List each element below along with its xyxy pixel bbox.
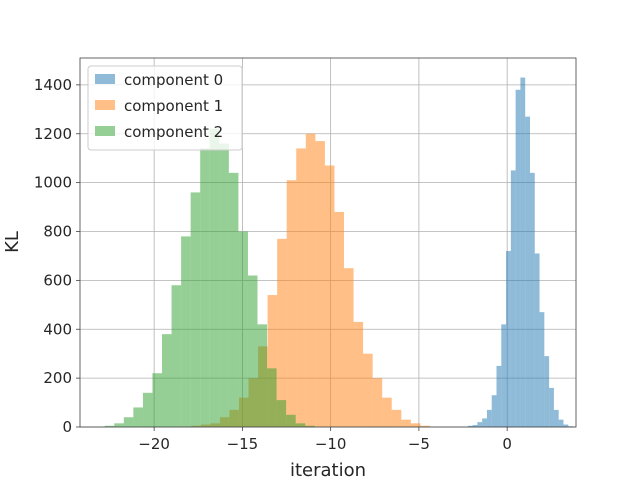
- plot-frame: [79, 57, 577, 428]
- histogram-bar: [506, 251, 511, 427]
- histogram-bar: [267, 368, 277, 427]
- histogram-bar: [190, 192, 201, 427]
- histogram-bar: [276, 400, 287, 427]
- histogram-bar: [334, 211, 344, 427]
- x-tick-label: 0: [502, 435, 512, 453]
- y-tick-label: 800: [43, 223, 72, 241]
- histogram-bar: [114, 423, 124, 427]
- histogram-bar: [529, 172, 535, 427]
- legend-label-component-2: component 2: [124, 123, 223, 141]
- histogram-bars: [104, 77, 574, 428]
- histogram-bar: [219, 143, 229, 428]
- y-tick-label: 1200: [34, 125, 72, 143]
- x-tick-label: −10: [315, 435, 347, 453]
- histogram-bar: [501, 324, 507, 427]
- y-tick-label: 0: [62, 418, 72, 436]
- histogram-bar: [200, 148, 210, 427]
- histogram-bar: [238, 231, 248, 427]
- legend-box: [87, 65, 243, 151]
- series-2-bars: [104, 128, 315, 428]
- histogram-bar: [491, 395, 497, 427]
- histogram-bar: [286, 414, 296, 427]
- y-axis-label: KL: [2, 231, 23, 253]
- histogram-bar: [482, 418, 487, 427]
- histogram-bar: [104, 425, 115, 427]
- histogram-bar: [515, 89, 521, 427]
- y-axis-ticks: 0 200 400 600 800 1000 1200 1400: [34, 76, 80, 436]
- legend-label-component-0: component 0: [124, 71, 223, 89]
- histogram-bar: [563, 424, 569, 427]
- histogram-bar: [534, 253, 540, 427]
- histogram-bar: [247, 275, 258, 427]
- histogram-bar: [549, 387, 554, 427]
- histogram-bar: [152, 373, 163, 427]
- legend-swatch-component-1: [95, 100, 115, 110]
- legend: component 0 component 1 component 2: [87, 65, 243, 151]
- series-1-bars: [191, 133, 440, 427]
- histogram-bar: [324, 165, 335, 427]
- histogram-bar: [382, 397, 392, 427]
- legend-label-component-1: component 1: [124, 97, 223, 115]
- histogram-bar: [477, 422, 483, 427]
- histogram-bar: [472, 425, 478, 427]
- histogram-bar: [257, 324, 268, 427]
- histogram-bar: [142, 392, 153, 427]
- legend-swatch-component-2: [95, 126, 115, 136]
- histogram-bar: [420, 425, 430, 427]
- histogram-bar: [286, 180, 297, 427]
- histogram-bar: [343, 268, 354, 427]
- histogram-bar: [171, 285, 182, 427]
- histogram-bar: [520, 77, 526, 427]
- histogram-bar: [181, 236, 191, 427]
- histogram-bar: [305, 425, 315, 427]
- histogram-bar: [315, 141, 325, 427]
- histogram-bar: [496, 365, 502, 427]
- histogram-bar: [296, 148, 306, 427]
- histogram-bar: [228, 172, 239, 427]
- x-tick-label: −5: [408, 435, 430, 453]
- histogram-bar: [277, 238, 287, 427]
- x-tick-label: −20: [138, 435, 170, 453]
- histogram-bar: [372, 378, 383, 427]
- y-tick-label: 1400: [34, 76, 72, 94]
- histogram-bar: [209, 128, 220, 427]
- series-0-bars: [467, 77, 574, 428]
- histogram-bar: [539, 312, 545, 427]
- histogram-bar: [525, 116, 530, 427]
- histogram-bar: [510, 170, 516, 428]
- histogram-bar: [553, 409, 559, 427]
- histogram-bar: [123, 417, 134, 427]
- histogram-bar: [558, 419, 564, 427]
- histogram-bar: [133, 407, 143, 427]
- histogram-bar: [162, 334, 172, 427]
- x-tick-label: −15: [227, 435, 259, 453]
- histogram-bar: [353, 321, 364, 427]
- y-tick-label: 1000: [34, 174, 72, 192]
- histogram-bar: [391, 409, 402, 427]
- histogram-bar: [363, 353, 373, 427]
- histogram-bar: [295, 423, 306, 427]
- x-axis-ticks: −20 −15 −10 −5 0: [138, 427, 512, 453]
- histogram-bar: [401, 419, 411, 427]
- histogram-bar: [410, 423, 421, 427]
- legend-swatch-component-0: [95, 74, 115, 84]
- histogram-bar: [305, 133, 316, 427]
- y-tick-label: 200: [43, 369, 72, 387]
- y-tick-label: 600: [43, 271, 72, 289]
- histogram-bar: [467, 425, 473, 427]
- histogram-bar: [486, 409, 492, 427]
- y-tick-label: 400: [43, 320, 72, 338]
- histogram-bar: [267, 295, 278, 427]
- histogram-bar: [544, 356, 550, 427]
- x-axis-label: iteration: [290, 460, 366, 480]
